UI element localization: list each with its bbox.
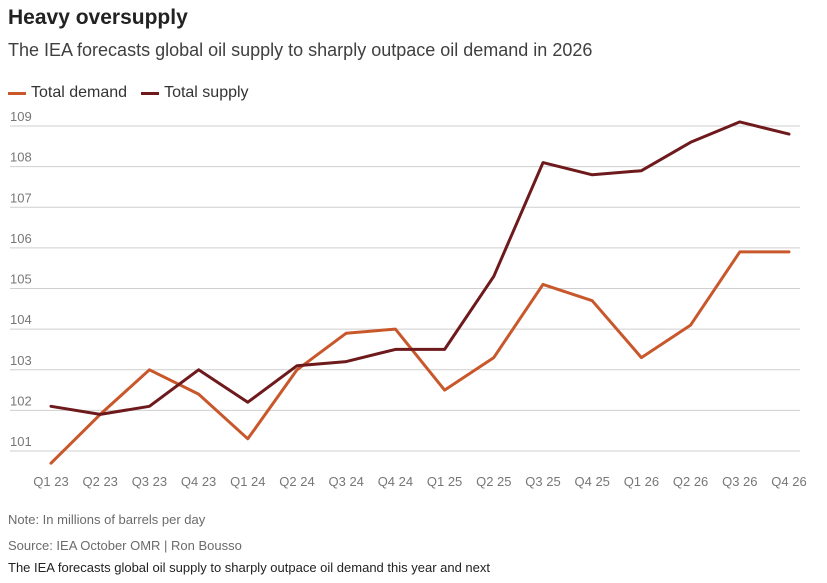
y-tick-label: 102 <box>10 393 32 408</box>
y-tick-label: 104 <box>10 312 32 327</box>
series-line-supply <box>49 120 791 416</box>
x-tick-label: Q4 23 <box>181 474 216 489</box>
x-tick-label: Q3 23 <box>132 474 167 489</box>
legend-item-supply: Total supply <box>141 84 249 102</box>
y-tick-label: 109 <box>10 109 32 124</box>
x-tick-label: Q2 26 <box>673 474 708 489</box>
y-tick-label: 103 <box>10 353 32 368</box>
series-line-demand <box>49 250 791 465</box>
x-tick-label: Q2 23 <box>82 474 117 489</box>
chart-subtitle: The IEA forecasts global oil supply to s… <box>8 40 593 60</box>
x-tick-label: Q1 23 <box>33 474 68 489</box>
y-tick-label: 105 <box>10 272 32 287</box>
x-tick-label: Q4 24 <box>378 474 413 489</box>
line-chart: 101 102 103 104 105 106 107 108 109 Q1 23 Q2 23 Q3… <box>10 109 807 489</box>
x-tick-label: Q3 25 <box>525 474 560 489</box>
x-tick-label: Q2 24 <box>279 474 314 489</box>
x-tick-label: Q4 26 <box>771 474 806 489</box>
legend: Total demand Total supply <box>8 82 263 104</box>
legend-item-demand: Total demand <box>8 84 127 102</box>
x-tick-label: Q2 25 <box>476 474 511 489</box>
legend-swatch-demand <box>8 91 26 95</box>
y-axis-ticks: 101 102 103 104 105 106 107 108 109 <box>10 109 32 449</box>
series-lines <box>49 120 791 465</box>
chart-note: Note: In millions of barrels per day <box>8 512 206 527</box>
legend-swatch-supply <box>141 91 160 95</box>
x-tick-label: Q3 24 <box>328 474 363 489</box>
chart-source: Source: IEA October OMR | Ron Bousso <box>8 538 242 553</box>
chart-caption: The IEA forecasts global oil supply to s… <box>8 560 491 575</box>
x-tick-label: Q4 25 <box>574 474 609 489</box>
gridlines <box>10 125 800 452</box>
y-tick-label: 107 <box>10 190 32 205</box>
chart-title: Heavy oversupply <box>8 6 188 29</box>
legend-label-supply: Total supply <box>164 84 249 101</box>
x-axis-ticks: Q1 23 Q2 23 Q3 23 Q4 23 Q1 24 Q2 24 Q3 24 Q4 24… <box>33 474 806 489</box>
x-tick-label: Q1 24 <box>230 474 265 489</box>
x-tick-label: Q1 25 <box>427 474 462 489</box>
x-tick-label: Q3 26 <box>722 474 757 489</box>
y-tick-label: 108 <box>10 150 32 165</box>
y-tick-label: 101 <box>10 434 32 449</box>
x-tick-label: Q1 26 <box>624 474 659 489</box>
legend-label-demand: Total demand <box>31 84 128 101</box>
y-tick-label: 106 <box>10 231 32 246</box>
